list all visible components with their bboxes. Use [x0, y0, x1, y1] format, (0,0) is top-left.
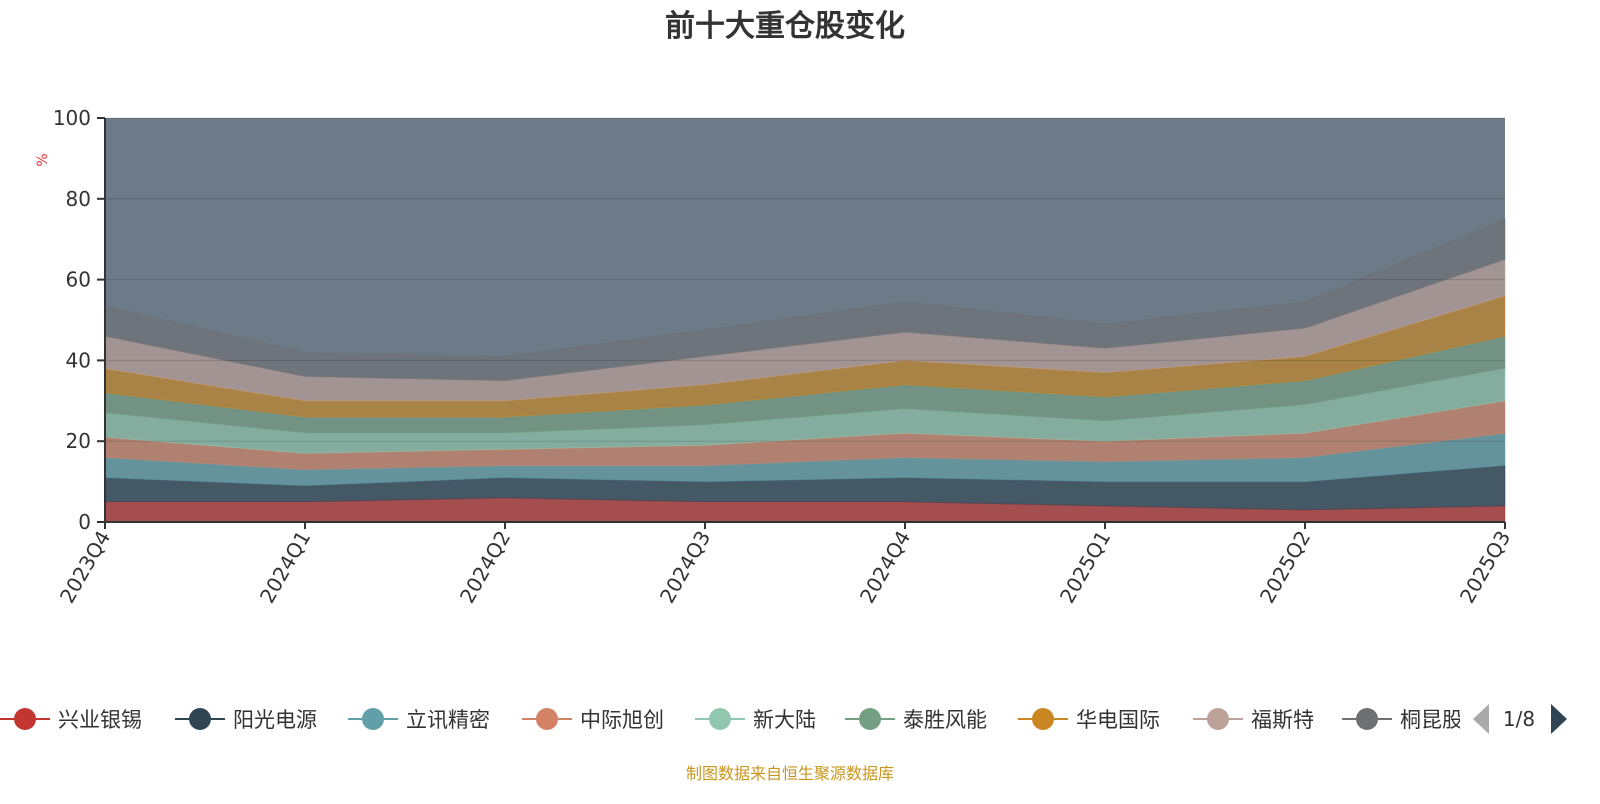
x-tick-label: 2025Q2: [1255, 527, 1315, 608]
legend-item[interactable]: 泰胜风能: [845, 708, 987, 732]
legend-item[interactable]: 新大陆: [695, 708, 816, 732]
y-tick-label: 20: [66, 429, 91, 453]
x-tick-label: 2025Q3: [1455, 527, 1515, 608]
legend-label: 福斯特: [1251, 708, 1314, 732]
pager-text: 1/8: [1503, 707, 1535, 731]
legend-marker-icon: [1032, 708, 1054, 730]
x-tick-label: 2025Q1: [1055, 527, 1115, 608]
pager-next-icon[interactable]: [1551, 704, 1567, 734]
legend-marker-icon: [536, 708, 558, 730]
legend-item[interactable]: 桐昆股份: [1342, 708, 1484, 732]
legend-item[interactable]: 中际旭创: [522, 708, 664, 732]
y-tick-label: 40: [66, 348, 91, 372]
footer-source: 制图数据来自恒生聚源数据库: [686, 764, 894, 783]
chart-title: 前十大重仓股变化: [665, 9, 905, 44]
legend-marker-icon: [1207, 708, 1229, 730]
legend: 兴业银锡 阳光电源 立讯精密 中际旭创 新大陆 泰胜风能 华电国际 福斯特 桐昆股份: [0, 708, 1484, 732]
legend-label: 兴业银锡: [58, 708, 142, 732]
x-tick-label: 2024Q1: [255, 527, 315, 608]
area-8: [104, 218, 1506, 382]
legend-marker-icon: [859, 708, 881, 730]
legend-item[interactable]: 立讯精密: [348, 708, 490, 732]
legend-label: 新大陆: [753, 708, 816, 732]
pager-prev-icon[interactable]: [1473, 704, 1489, 734]
legend-label: 桐昆股份: [1400, 708, 1484, 732]
legend-label: 泰胜风能: [903, 708, 987, 732]
legend-item[interactable]: 福斯特: [1193, 708, 1314, 732]
legend-marker-icon: [362, 708, 384, 730]
x-tick-label: 2024Q4: [855, 527, 915, 608]
legend-label: 华电国际: [1076, 708, 1160, 732]
legend-marker-icon: [709, 708, 731, 730]
legend-label: 立讯精密: [406, 708, 490, 732]
x-tick-label: 2024Q3: [655, 527, 715, 608]
y-tick-label: 60: [66, 268, 91, 292]
y-tick-label: 80: [66, 187, 91, 211]
legend-item[interactable]: 兴业银锡: [0, 708, 142, 732]
y-tick-label: 100: [53, 106, 91, 130]
legend-marker-icon: [14, 708, 36, 730]
legend-marker-icon: [189, 708, 211, 730]
legend-item[interactable]: 华电国际: [1018, 708, 1160, 732]
legend-marker-icon: [1356, 708, 1378, 730]
y-tick-label: 0: [78, 510, 91, 534]
legend-pager: 1/8: [1473, 704, 1567, 734]
legend-item[interactable]: 阳光电源: [175, 708, 317, 732]
x-tick-label: 2023Q4: [55, 527, 115, 608]
legend-label: 阳光电源: [233, 708, 317, 732]
y-axis-label: %: [35, 153, 51, 166]
legend-label: 中际旭创: [580, 708, 664, 732]
x-tick-label: 2024Q2: [455, 527, 515, 608]
